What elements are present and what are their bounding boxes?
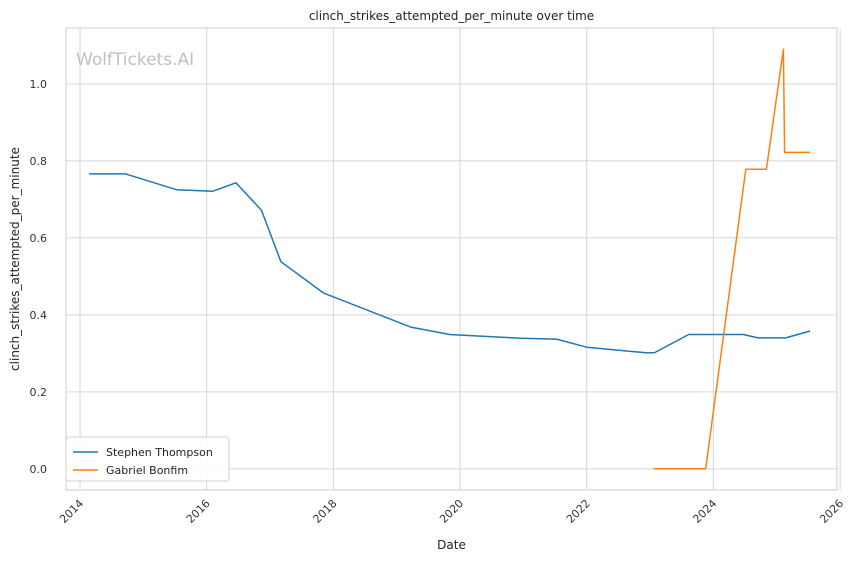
y-axis-label: clinch_strikes_attempted_per_minute xyxy=(8,147,22,371)
y-tick-label: 0.8 xyxy=(30,155,48,168)
legend: Stephen Thompson Gabriel Bonfim xyxy=(65,436,230,482)
x-axis-label: Date xyxy=(437,538,466,552)
plot-area-frame xyxy=(65,27,838,491)
series-line-stephen-thompson xyxy=(89,173,811,354)
legend-label-gabriel-bonfim: Gabriel Bonfim xyxy=(106,464,188,477)
y-tick-label: 0.2 xyxy=(30,386,48,399)
legend-label-stephen-thompson: Stephen Thompson xyxy=(106,446,213,459)
chart-title: clinch_strikes_attempted_per_minute over… xyxy=(309,9,594,23)
y-tick-label: 0.4 xyxy=(30,309,48,322)
series-lines xyxy=(89,48,811,470)
watermark-text: WolfTickets.AI xyxy=(76,50,194,70)
y-tick-label: 1.0 xyxy=(30,78,48,91)
y-tick-label: 0.0 xyxy=(30,463,48,476)
y-tick-label: 0.6 xyxy=(30,232,48,245)
legend-box xyxy=(65,436,230,482)
series-line-gabriel-bonfim xyxy=(653,48,811,470)
